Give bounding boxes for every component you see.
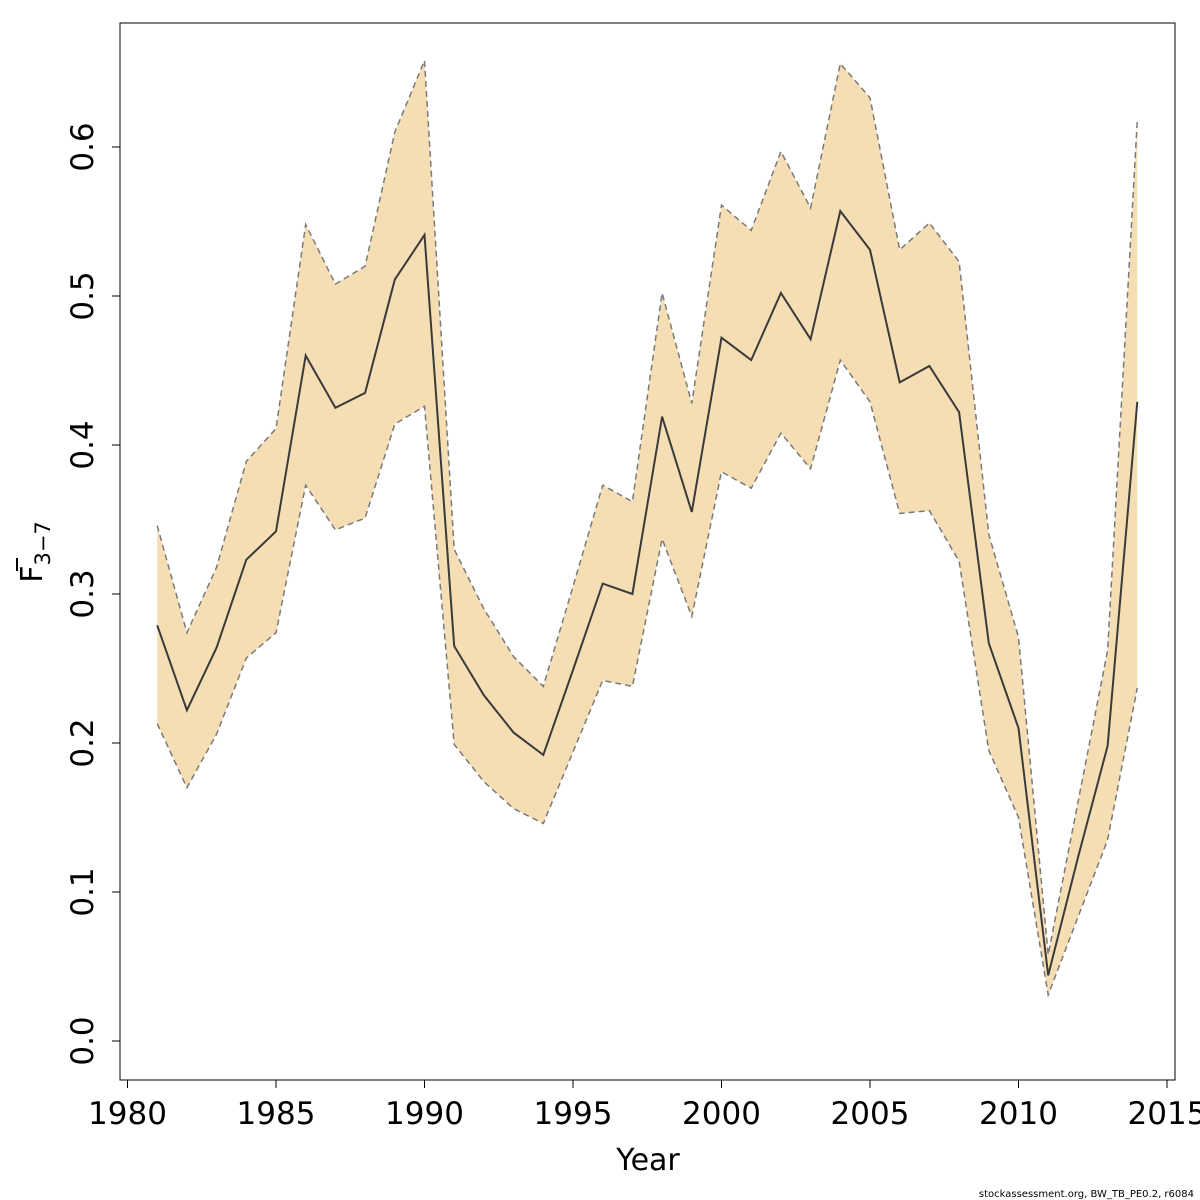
plot-area [119,22,1176,1081]
x-tick-label: 2005 [831,1096,910,1132]
x-axis-title: Year [615,1143,680,1178]
x-tick-label: 1985 [237,1096,316,1132]
x-tick-label: 1990 [385,1096,464,1132]
y-tick-label: 0.3 [65,569,101,618]
x-tick-label: 2015 [1128,1096,1200,1132]
svg-text:F3−7: F3−7 [15,521,55,583]
y-axis: 0.0 0.1 0.2 0.3 0.4 0.5 0.6 [65,122,121,1066]
x-tick-label: 1980 [88,1096,167,1132]
x-tick-label: 2010 [979,1096,1058,1132]
lower-bound-line [156,358,1139,998]
y-tick-label: 0.2 [65,718,101,767]
upper-bound-line [156,60,1139,955]
y-axis-title: F3−7 [15,521,55,583]
y-axis-title-main: F [15,566,50,583]
y-axis-title-subscript: 3−7 [31,521,55,565]
x-tick-label: 1995 [534,1096,613,1132]
x-axis: 1980 1985 1990 1995 2000 2005 2010 2015 [88,1079,1200,1132]
y-tick-label: 0.1 [65,867,101,916]
y-tick-label: 0.4 [65,420,101,469]
y-tick-label: 0.6 [65,122,101,171]
confidence-band [157,60,1138,995]
footer-note: stockassessment.org, BW_TB_PE0.2, r6084 [979,1189,1194,1200]
x-tick-label: 2000 [682,1096,761,1132]
y-tick-label: 0.0 [65,1016,101,1065]
y-tick-label: 0.5 [65,271,101,320]
estimate-line [156,208,1139,976]
